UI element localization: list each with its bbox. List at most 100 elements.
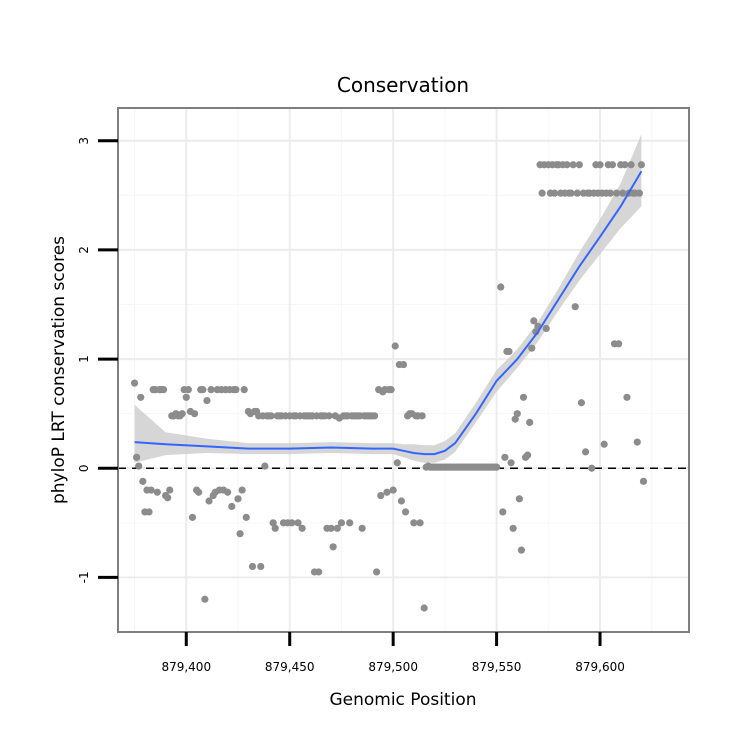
data-point (420, 604, 428, 612)
data-point (271, 524, 279, 532)
data-point (327, 524, 335, 532)
x-axis-label: Genomic Position (329, 690, 476, 710)
data-point (600, 440, 608, 448)
data-point (524, 451, 532, 459)
data-point (232, 386, 240, 394)
x-tick-label: 879,450 (265, 660, 315, 674)
data-point (248, 562, 257, 571)
data-point (606, 189, 614, 197)
data-point (416, 519, 424, 527)
data-point (325, 412, 333, 420)
data-point (383, 488, 391, 496)
y-tick-label: -1 (77, 571, 91, 583)
x-tick-label: 879,550 (472, 660, 522, 674)
data-point (497, 283, 505, 291)
data-point (182, 393, 190, 401)
data-point (627, 161, 635, 169)
data-point (337, 519, 346, 527)
data-point (145, 508, 153, 516)
data-point (346, 519, 354, 527)
points-layer (130, 161, 648, 612)
data-point (203, 396, 211, 405)
data-point (401, 508, 410, 516)
x-tick-label: 879,400 (161, 660, 211, 674)
data-point (199, 386, 207, 394)
data-point (635, 189, 643, 197)
data-point (207, 386, 215, 394)
y-tick-label: 1 (77, 355, 91, 363)
data-point (228, 502, 236, 511)
y-axis: -1 0 1 2 3 (77, 137, 118, 583)
data-point (224, 488, 232, 496)
data-point (573, 189, 581, 197)
data-point (526, 418, 534, 426)
data-point (621, 161, 629, 169)
data-point (393, 459, 401, 467)
data-point (257, 562, 265, 571)
data-point (133, 453, 141, 461)
data-point (501, 453, 509, 461)
data-point (377, 491, 385, 500)
y-axis-label: phyloP LRT conservation scores (49, 236, 69, 504)
data-point (240, 386, 248, 394)
data-point (507, 459, 515, 467)
data-point (184, 386, 192, 394)
data-point (612, 189, 621, 197)
data-point (201, 595, 209, 603)
data-point (619, 189, 627, 197)
y-tick-label: 0 (77, 464, 91, 472)
x-tick-label: 879,500 (368, 660, 418, 674)
data-point (410, 519, 418, 527)
data-point (571, 303, 579, 311)
data-point (391, 342, 399, 350)
data-point (242, 513, 250, 521)
data-point (581, 448, 590, 456)
chart-title: Conservation (337, 73, 469, 97)
data-point (567, 189, 575, 197)
data-point (147, 486, 155, 494)
data-point (542, 324, 550, 333)
x-axis: 879,400 879,450 879,500 879,550 879,600 (161, 632, 625, 674)
smooth-line-layer (134, 170, 643, 456)
data-point (370, 412, 379, 420)
data-point (234, 495, 242, 503)
data-point (288, 519, 296, 527)
data-point (236, 530, 244, 538)
data-point (492, 463, 501, 471)
y-tick-label: 3 (77, 137, 91, 145)
data-point (637, 161, 646, 169)
data-point (575, 161, 583, 169)
data-point (528, 344, 536, 352)
data-point (333, 524, 341, 532)
data-point (515, 495, 523, 503)
data-point (135, 462, 143, 470)
data-point (238, 486, 246, 494)
data-point (499, 508, 507, 516)
data-point (596, 161, 604, 169)
data-point (166, 486, 174, 494)
data-point (577, 399, 586, 407)
data-point (569, 161, 577, 169)
smooth-line (134, 170, 643, 456)
data-point (373, 568, 381, 576)
data-point (550, 189, 559, 197)
data-point (315, 568, 323, 576)
data-point (137, 393, 145, 401)
data-point (190, 410, 199, 418)
data-point (639, 477, 648, 485)
x-tick-label: 879,600 (575, 660, 625, 674)
data-point (511, 415, 519, 423)
data-point (505, 347, 513, 356)
plot-panel (118, 108, 689, 632)
panel-border (117, 107, 690, 633)
data-point (633, 438, 641, 446)
data-point (298, 524, 306, 532)
data-point (389, 486, 397, 494)
y-tick-label: 2 (77, 246, 91, 254)
data-point (608, 161, 617, 169)
data-point (358, 524, 366, 532)
data-point (139, 477, 147, 485)
data-point (397, 497, 406, 505)
data-point (188, 513, 197, 521)
